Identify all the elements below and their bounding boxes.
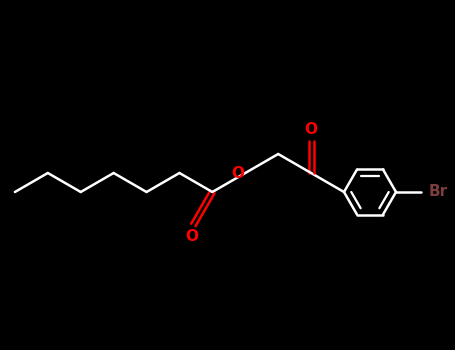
Text: O: O: [185, 229, 198, 244]
Text: O: O: [231, 166, 244, 181]
Text: O: O: [304, 122, 318, 137]
Text: Br: Br: [429, 184, 448, 200]
